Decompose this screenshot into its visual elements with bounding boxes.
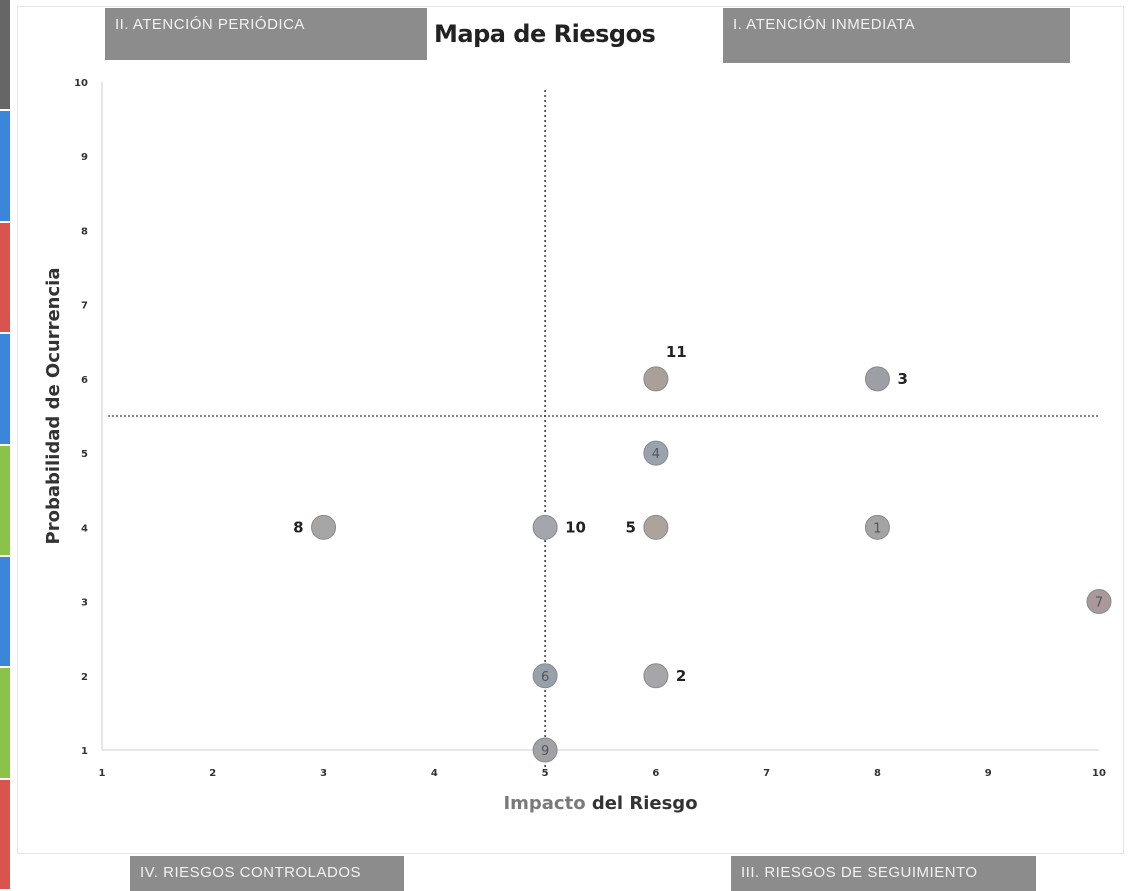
left-color-strip xyxy=(0,0,10,891)
left-strip-segment xyxy=(0,334,10,444)
x-tick-label: 10 xyxy=(1092,768,1106,779)
x-tick-label: 1 xyxy=(99,768,106,779)
point-label: 10 xyxy=(565,518,586,536)
chart-title: Mapa de Riesgos xyxy=(434,20,656,48)
left-strip-segment xyxy=(0,222,10,333)
left-strip-segment xyxy=(0,445,10,555)
x-tick-label: 4 xyxy=(431,768,438,779)
point-label: 11 xyxy=(666,343,687,361)
y-tick-label: 8 xyxy=(81,226,88,237)
y-tick-label: 4 xyxy=(81,523,88,534)
left-strip-segment xyxy=(0,111,10,221)
point-marker xyxy=(311,514,337,540)
x-tick-label: 2 xyxy=(209,768,216,779)
x-axis-title-part: Impacto xyxy=(503,793,585,814)
point-marker xyxy=(1086,589,1112,615)
axis-titles: Impacto del Riesgo Probabilidad de Ocurr… xyxy=(43,268,698,814)
point-label: 6 xyxy=(541,670,549,685)
y-tick-label: 9 xyxy=(81,152,88,163)
point-marker xyxy=(532,663,558,689)
x-axis-title: Impacto del Riesgo xyxy=(503,793,697,814)
quadrant-iv-label: IV. RIESGOS CONTROLADOS xyxy=(130,856,404,891)
data-point: 4 xyxy=(643,440,669,466)
x-tick-label: 6 xyxy=(652,768,659,779)
quadrant-ii-label: II. ATENCIÓN PERIÓDICA xyxy=(105,8,427,60)
data-point: 11 xyxy=(643,343,687,392)
point-label: 8 xyxy=(293,518,303,536)
point-marker xyxy=(643,440,669,466)
x-tick-label: 3 xyxy=(320,768,327,779)
tick-labels: 1 2 3 4 5 6 7 8 9 10 1 2 3 4 5 6 7 8 9 10 xyxy=(74,78,1106,779)
point-label: 4 xyxy=(652,447,660,462)
quadrant-iii-label: III. RIESGOS DE SEGUIMIENTO xyxy=(731,856,1036,891)
left-strip-segment xyxy=(0,779,10,889)
y-tick-label: 2 xyxy=(81,672,88,683)
left-strip-segment xyxy=(0,668,10,778)
data-point: 2 xyxy=(643,663,686,689)
threshold-lines xyxy=(108,90,1098,770)
axes xyxy=(101,82,1099,751)
data-points: 11 3 4 8 10 5 1 7 6 2 9 xyxy=(293,343,1112,763)
data-point: 9 xyxy=(532,737,558,763)
point-marker xyxy=(643,366,669,392)
point-label: 7 xyxy=(1095,596,1103,611)
data-point: 1 xyxy=(864,514,890,540)
point-label: 9 xyxy=(541,744,549,759)
y-tick-label: 1 xyxy=(81,746,88,757)
y-tick-label: 10 xyxy=(74,78,88,89)
data-point: 3 xyxy=(864,366,908,392)
data-point: 8 xyxy=(293,514,337,540)
point-marker xyxy=(864,514,890,540)
left-strip-segment xyxy=(0,0,10,110)
left-strip-segment xyxy=(0,556,10,667)
data-point: 10 xyxy=(532,514,586,540)
point-label: 5 xyxy=(625,518,635,536)
point-label: 2 xyxy=(676,667,686,685)
point-label: 1 xyxy=(873,521,881,536)
x-axis-title-part: del Riesgo xyxy=(586,793,698,814)
point-label: 3 xyxy=(897,370,907,388)
point-marker xyxy=(643,514,669,540)
point-marker xyxy=(532,514,558,540)
quadrant-i-label: I. ATENCIÓN INMEDIATA xyxy=(723,8,1070,63)
data-point: 6 xyxy=(532,663,558,689)
y-tick-label: 6 xyxy=(81,375,88,386)
x-tick-label: 9 xyxy=(985,768,992,779)
y-tick-label: 7 xyxy=(81,301,88,312)
x-tick-label: 7 xyxy=(763,768,770,779)
y-tick-label: 5 xyxy=(81,449,88,460)
point-marker xyxy=(643,663,669,689)
data-point: 7 xyxy=(1086,589,1112,615)
chart-frame xyxy=(17,6,1124,854)
data-point: 5 xyxy=(625,514,669,540)
point-marker xyxy=(864,366,890,392)
x-tick-label: 5 xyxy=(542,768,549,779)
y-tick-label: 3 xyxy=(81,598,88,609)
point-marker xyxy=(532,737,558,763)
y-axis-title: Probabilidad de Ocurrencia xyxy=(43,268,64,545)
x-tick-label: 8 xyxy=(874,768,881,779)
